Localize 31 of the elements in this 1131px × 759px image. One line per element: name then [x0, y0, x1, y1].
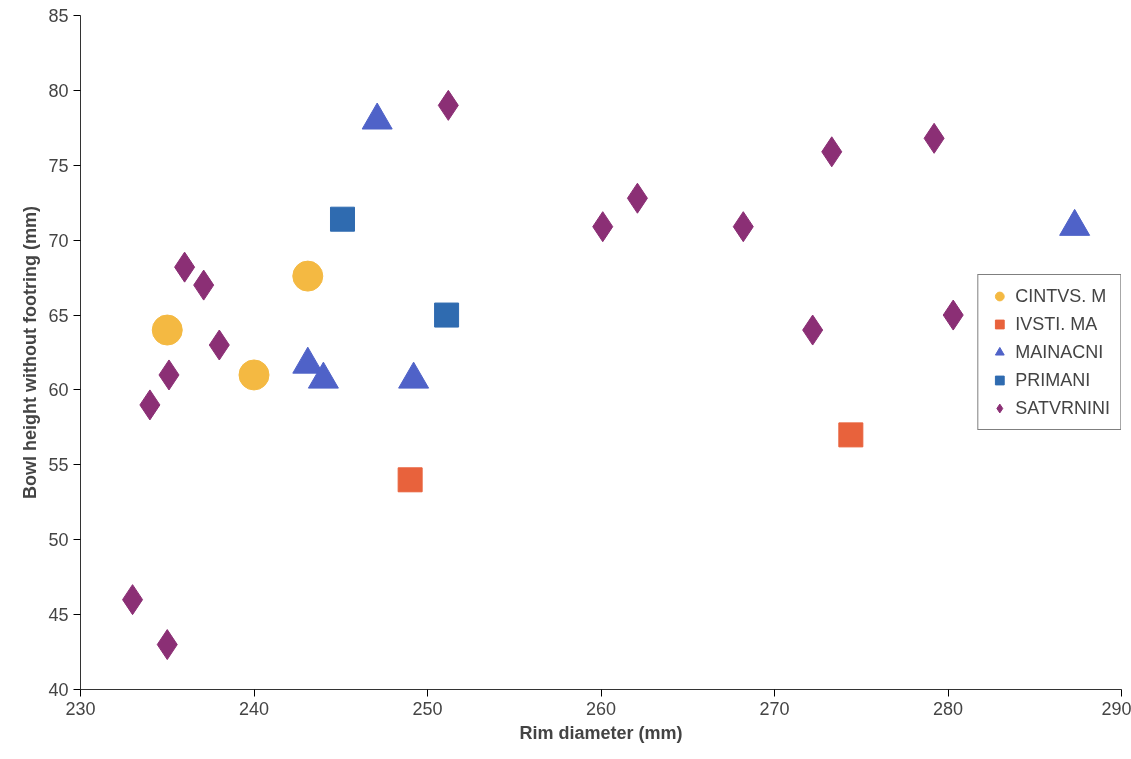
- y-tick-label: 50: [48, 530, 69, 551]
- x-tick-label: 270: [759, 698, 790, 719]
- point: [397, 467, 423, 493]
- x-tick-label: 250: [412, 698, 443, 719]
- x-tick-label: 260: [585, 698, 617, 719]
- point: [151, 314, 183, 346]
- point: [329, 206, 355, 232]
- legend-label: PRIMANI: [1015, 369, 1091, 391]
- x-tick-label: 290: [1101, 698, 1131, 719]
- y-tick-label: 80: [48, 80, 69, 101]
- point: [434, 302, 460, 328]
- point: [838, 422, 864, 448]
- x-tick-label: 230: [65, 698, 96, 719]
- y-axis-title: Bowl height without footring (mm): [20, 206, 41, 499]
- y-tick-label: 85: [48, 6, 69, 26]
- point: [292, 260, 324, 292]
- y-tick-label: 55: [48, 455, 69, 476]
- x-tick-label: 240: [238, 698, 270, 719]
- x-axis-title: Rim diameter (mm): [519, 722, 683, 743]
- legend-label: IVSTI. MA: [1015, 313, 1098, 335]
- x-tick-label: 280: [932, 698, 964, 719]
- legend-label: SATVRNINI: [1015, 397, 1110, 419]
- y-tick-label: 75: [48, 155, 69, 176]
- legend-label: MAINACNI: [1015, 341, 1104, 363]
- y-tick-label: 65: [48, 305, 69, 326]
- y-tick-label: 45: [48, 605, 69, 626]
- y-tick-label: 60: [48, 380, 69, 401]
- point: [238, 359, 270, 391]
- legend-label: CINTVS. M: [1015, 285, 1107, 307]
- y-tick-label: 40: [48, 680, 69, 700]
- y-tick-label: 70: [48, 230, 69, 251]
